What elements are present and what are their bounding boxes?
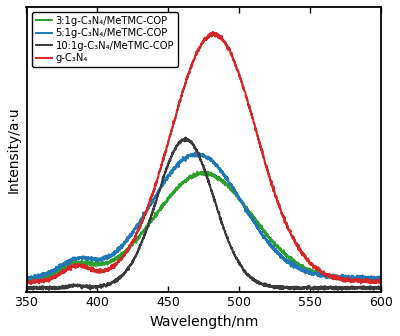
5:1g-C₃N₄/MeTMC-COP — [195, 151, 200, 155]
5:1g-C₃N₄/MeTMC-COP — [187, 154, 192, 158]
5:1g-C₃N₄/MeTMC-COP — [368, 278, 373, 282]
10:1g-C₃N₄/MeTMC-COP — [24, 286, 29, 290]
10:1g-C₃N₄/MeTMC-COP — [197, 155, 202, 159]
5:1g-C₃N₄/MeTMC-COP — [369, 276, 374, 280]
g-C₃N₄ — [29, 282, 34, 286]
3:1g-C₃N₄/MeTMC-COP — [369, 278, 374, 282]
3:1g-C₃N₄/MeTMC-COP — [360, 280, 364, 284]
g-C₃N₄ — [187, 68, 192, 72]
10:1g-C₃N₄/MeTMC-COP — [369, 286, 374, 290]
3:1g-C₃N₄/MeTMC-COP — [24, 279, 29, 283]
10:1g-C₃N₄/MeTMC-COP — [42, 285, 47, 289]
5:1g-C₃N₄/MeTMC-COP — [24, 275, 29, 279]
10:1g-C₃N₄/MeTMC-COP — [188, 140, 192, 144]
g-C₃N₄ — [24, 280, 29, 284]
Legend: 3:1g-C₃N₄/MeTMC-COP, 5:1g-C₃N₄/MeTMC-COP, 10:1g-C₃N₄/MeTMC-COP, g-C₃N₄: 3:1g-C₃N₄/MeTMC-COP, 5:1g-C₃N₄/MeTMC-COP… — [32, 12, 178, 68]
Line: 10:1g-C₃N₄/MeTMC-COP: 10:1g-C₃N₄/MeTMC-COP — [26, 137, 381, 290]
3:1g-C₃N₄/MeTMC-COP — [304, 266, 308, 270]
10:1g-C₃N₄/MeTMC-COP — [369, 286, 374, 290]
10:1g-C₃N₄/MeTMC-COP — [183, 135, 188, 139]
5:1g-C₃N₄/MeTMC-COP — [379, 276, 384, 280]
Line: 5:1g-C₃N₄/MeTMC-COP: 5:1g-C₃N₄/MeTMC-COP — [26, 153, 381, 281]
3:1g-C₃N₄/MeTMC-COP — [187, 176, 192, 180]
10:1g-C₃N₄/MeTMC-COP — [379, 286, 384, 290]
Y-axis label: Intensity/a·u: Intensity/a·u — [7, 106, 21, 193]
10:1g-C₃N₄/MeTMC-COP — [47, 288, 52, 292]
3:1g-C₃N₄/MeTMC-COP — [369, 278, 374, 282]
g-C₃N₄ — [369, 280, 374, 284]
3:1g-C₃N₄/MeTMC-COP — [42, 274, 47, 278]
5:1g-C₃N₄/MeTMC-COP — [304, 269, 308, 273]
g-C₃N₄ — [379, 281, 384, 285]
10:1g-C₃N₄/MeTMC-COP — [304, 286, 308, 290]
5:1g-C₃N₄/MeTMC-COP — [42, 273, 47, 277]
g-C₃N₄ — [369, 281, 374, 285]
g-C₃N₄ — [197, 46, 202, 50]
g-C₃N₄ — [210, 30, 215, 34]
Line: g-C₃N₄: g-C₃N₄ — [26, 32, 381, 284]
g-C₃N₄ — [42, 276, 47, 280]
5:1g-C₃N₄/MeTMC-COP — [374, 279, 379, 283]
X-axis label: Wavelength/nm: Wavelength/nm — [149, 315, 258, 329]
g-C₃N₄ — [304, 256, 308, 260]
3:1g-C₃N₄/MeTMC-COP — [205, 170, 210, 174]
3:1g-C₃N₄/MeTMC-COP — [196, 172, 201, 176]
3:1g-C₃N₄/MeTMC-COP — [379, 278, 384, 282]
Line: 3:1g-C₃N₄/MeTMC-COP: 3:1g-C₃N₄/MeTMC-COP — [26, 172, 381, 282]
5:1g-C₃N₄/MeTMC-COP — [197, 153, 202, 157]
